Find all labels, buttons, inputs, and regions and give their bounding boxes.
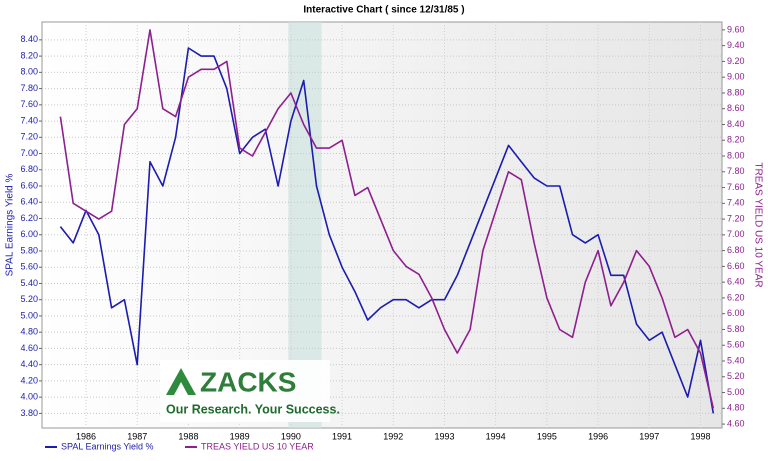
y2-tick-label: 9.40 xyxy=(727,40,745,50)
y-tick-label: 7.60 xyxy=(20,99,38,109)
y2-tick-label: 7.60 xyxy=(727,182,745,192)
y2-tick-label: 5.00 xyxy=(727,387,745,397)
logo-slogan: Our Research. Your Success. xyxy=(166,402,340,416)
y2-tick-label: 7.20 xyxy=(727,213,745,223)
y2-tick-label: 8.00 xyxy=(727,150,745,160)
y2-tick-label: 5.40 xyxy=(727,355,745,365)
logo-icon xyxy=(166,368,196,395)
y-tick-label: 4.20 xyxy=(20,375,38,385)
y2-tick-label: 6.40 xyxy=(727,277,745,287)
y2-tick-label: 6.60 xyxy=(727,261,745,271)
y2-tick-label: 8.80 xyxy=(727,87,745,97)
y-tick-label: 6.40 xyxy=(20,197,38,207)
y-tick-label: 7.00 xyxy=(20,148,38,158)
x-tick-label: 1995 xyxy=(537,431,557,441)
y-tick-label: 4.00 xyxy=(20,392,38,402)
y-tick-label: 4.80 xyxy=(20,327,38,337)
x-tick-label: 1994 xyxy=(486,431,506,441)
y2-tick-label: 9.60 xyxy=(727,24,745,34)
y2-tick-label: 5.80 xyxy=(727,324,745,334)
series-line xyxy=(59,29,715,409)
y-tick-label: 7.20 xyxy=(20,132,38,142)
x-tick-label: 1987 xyxy=(127,431,147,441)
y2-tick-label: 4.80 xyxy=(727,403,745,413)
y-tick-label: 5.80 xyxy=(20,245,38,255)
x-tick-label: 1989 xyxy=(230,431,250,441)
y2-tick-label: 7.80 xyxy=(727,166,745,176)
y-tick-label: 4.60 xyxy=(20,343,38,353)
x-tick-label: 1997 xyxy=(639,431,659,441)
y2-axis-label: TREAS YIELD US 10 YEAR xyxy=(752,162,763,287)
x-tick-label: 1993 xyxy=(434,431,454,441)
y2-tick-label: 6.80 xyxy=(727,245,745,255)
y-tick-label: 6.60 xyxy=(20,180,38,190)
x-tick-label: 1991 xyxy=(332,431,352,441)
y-tick-label: 7.40 xyxy=(20,115,38,125)
y-tick-label: 5.00 xyxy=(20,310,38,320)
y2-tick-label: 8.20 xyxy=(727,135,745,145)
y-tick-label: 5.20 xyxy=(20,294,38,304)
y-tick-label: 5.60 xyxy=(20,262,38,272)
y-tick-label: 8.20 xyxy=(20,50,38,60)
legend-label: TREAS YIELD US 10 YEAR xyxy=(201,441,314,451)
x-tick-label: 1986 xyxy=(76,431,96,441)
y-tick-label: 4.40 xyxy=(20,359,38,369)
y2-tick-label: 9.20 xyxy=(727,56,745,66)
y2-tick-label: 6.00 xyxy=(727,308,745,318)
x-tick-label: 1992 xyxy=(383,431,403,441)
plot-area xyxy=(41,21,723,429)
y-tick-label: 8.00 xyxy=(20,67,38,77)
x-tick-label: 1990 xyxy=(281,431,301,441)
y-axis-label: SPAL Earnings Yield % xyxy=(5,173,16,276)
y-tick-label: 6.00 xyxy=(20,229,38,239)
logo-icon-inner xyxy=(174,382,188,395)
logo: ZACKS Our Research. Your Success. xyxy=(160,360,340,422)
y-tick-label: 6.80 xyxy=(20,164,38,174)
y2-tick-label: 8.40 xyxy=(727,119,745,129)
y2-tick-label: 5.60 xyxy=(727,340,745,350)
y-tick-label: 5.40 xyxy=(20,278,38,288)
y2-tick-label: 9.00 xyxy=(727,72,745,82)
y2-tick-label: 7.40 xyxy=(727,198,745,208)
y-tick-label: 7.80 xyxy=(20,83,38,93)
y-tick-label: 8.40 xyxy=(20,34,38,44)
logo-text: ZACKS xyxy=(200,366,296,397)
y2-tick-label: 5.20 xyxy=(727,371,745,381)
legend-label: SPAL Earnings Yield % xyxy=(61,441,154,451)
y2-tick-label: 7.00 xyxy=(727,229,745,239)
x-tick-label: 1988 xyxy=(178,431,198,441)
chart-title: Interactive Chart ( since 12/31/85 ) xyxy=(303,5,464,16)
y-tick-label: 6.20 xyxy=(20,213,38,223)
y2-tick-label: 6.20 xyxy=(727,292,745,302)
y-tick-label: 3.80 xyxy=(20,408,38,418)
y2-tick-label: 4.60 xyxy=(727,418,745,428)
series-line xyxy=(59,47,715,414)
x-tick-label: 1998 xyxy=(690,431,710,441)
y2-tick-label: 8.60 xyxy=(727,103,745,113)
x-tick-label: 1996 xyxy=(588,431,608,441)
